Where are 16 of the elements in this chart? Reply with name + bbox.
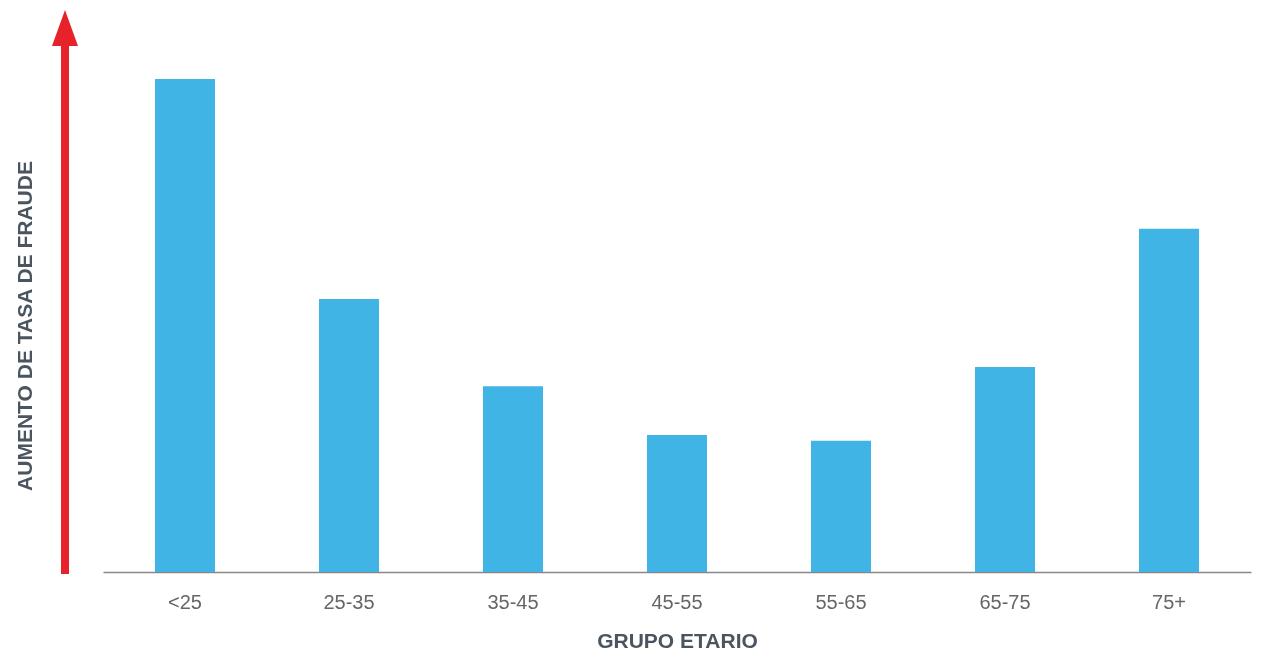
bar [810,440,872,572]
x-tick-label: 25-35 [323,590,375,613]
bar [318,298,380,572]
x-tick-label: 75+ [1152,590,1186,613]
bar [646,434,708,572]
x-axis-title: GRUPO ETARIO [597,628,758,652]
bar [154,79,216,572]
y-axis-title: AUMENTO DE TASA DE FRAUDE [12,161,36,491]
x-tick-label: 35-45 [487,590,539,613]
bar [482,386,544,572]
bar [1138,228,1200,572]
x-tick-label: 55-65 [815,590,867,613]
bar [974,366,1036,572]
x-tick-label: <25 [168,590,202,613]
x-tick-label: 65-75 [979,590,1031,613]
x-tick-label: 45-55 [651,590,703,613]
